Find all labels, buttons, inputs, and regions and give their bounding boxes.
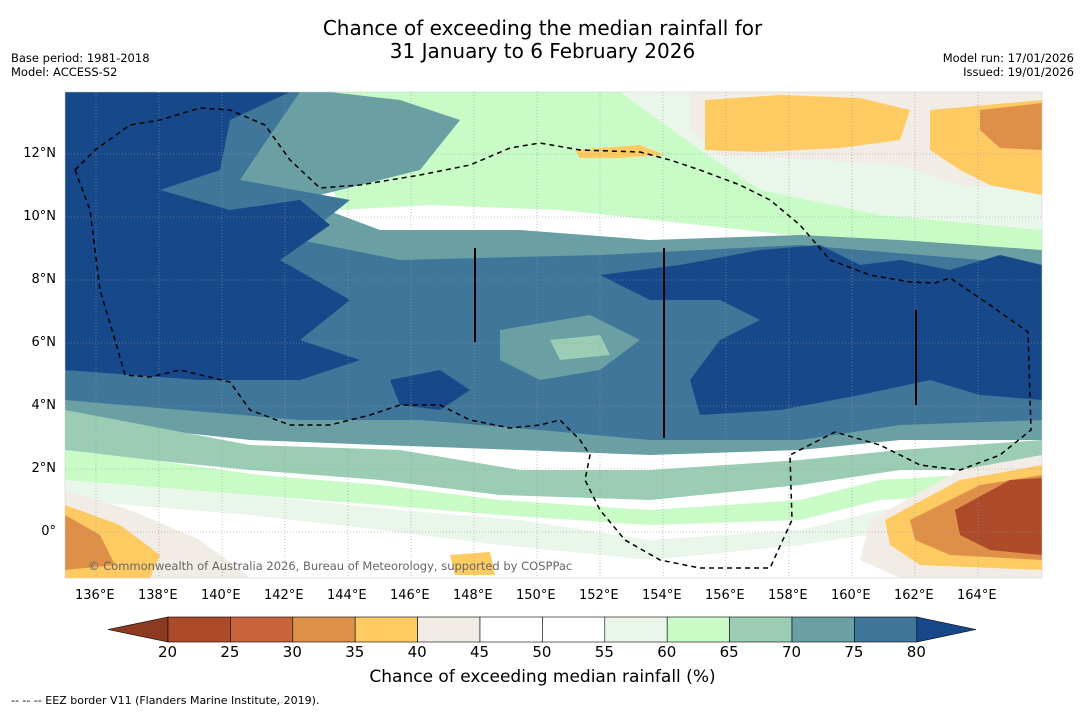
lon-tick-label: 138°E xyxy=(138,588,178,603)
colorbar-tick-label: 60 xyxy=(657,643,677,661)
colorbar-segment xyxy=(167,616,231,643)
colorbar-segment xyxy=(354,616,418,643)
lon-tick-label: 162°E xyxy=(894,588,934,603)
contour-60-north xyxy=(300,92,1042,250)
contour-25-se xyxy=(955,478,1042,555)
eez-legend: -- -- -- EEZ border V11 (Flanders Marine… xyxy=(11,694,320,707)
colorbar-tick-label: 30 xyxy=(282,643,302,661)
lat-tick-label: 2°N xyxy=(31,461,57,476)
lon-tick-label: 140°E xyxy=(201,588,241,603)
colorbar-segment xyxy=(479,616,543,643)
contour-35-s-small xyxy=(450,552,495,575)
contour-35-ne xyxy=(705,95,910,152)
lon-tick-label: 152°E xyxy=(579,588,619,603)
contour-80-center xyxy=(390,370,470,410)
colorbar-segment xyxy=(729,616,793,643)
colorbar xyxy=(107,616,977,643)
lat-tick-label: 12°N xyxy=(23,146,56,161)
colorbar-tick-label: 40 xyxy=(407,643,427,661)
contour-80-east xyxy=(600,245,1042,415)
colorbar-segment xyxy=(604,616,668,643)
colorbar-tick-label: 50 xyxy=(532,643,552,661)
colorbar-segment xyxy=(542,616,606,643)
lat-tick-label: 8°N xyxy=(31,272,57,287)
colorbar-extend-high xyxy=(916,616,977,643)
lon-tick-label: 146°E xyxy=(390,588,430,603)
lon-tick-label: 164°E xyxy=(957,588,997,603)
copyright-text: © Commonwealth of Australia 2026, Bureau… xyxy=(88,559,572,573)
colorbar-tick-label: 55 xyxy=(594,643,614,661)
colorbar-tick-label: 45 xyxy=(470,643,490,661)
model-name: Model: ACCESS-S2 xyxy=(11,65,118,79)
colorbar-tick-label: 65 xyxy=(719,643,739,661)
lat-tick-label: 4°N xyxy=(31,398,57,413)
lon-tick-label: 142°E xyxy=(264,588,304,603)
meta-left: Base period: 1981-2018 Model: ACCESS-S2 xyxy=(11,51,150,79)
colorbar-tick-label: 70 xyxy=(782,643,802,661)
lon-tick-label: 148°E xyxy=(453,588,493,603)
colorbar-title: Chance of exceeding median rainfall (%) xyxy=(369,667,716,687)
lat-tick-label: 0° xyxy=(41,524,56,539)
lon-tick-label: 158°E xyxy=(768,588,808,603)
colorbar-tick-label: 75 xyxy=(844,643,864,661)
island-lines xyxy=(474,248,917,438)
lat-tick-label: 6°N xyxy=(31,335,57,350)
contour-65-band xyxy=(65,410,1042,500)
lon-tick-label: 160°E xyxy=(831,588,871,603)
map-field xyxy=(65,92,1042,578)
contour-55-south xyxy=(65,480,1042,560)
chart-title-line1: Chance of exceeding the median rainfall … xyxy=(322,16,763,40)
contour-30-sw xyxy=(65,515,115,570)
colorbar-segment xyxy=(666,616,730,643)
contour-30-ne xyxy=(980,103,1042,150)
base-period: Base period: 1981-2018 xyxy=(11,51,150,65)
colorbar-segment xyxy=(292,616,356,643)
colorbar-tick-label: 25 xyxy=(220,643,240,661)
lat-tick-label: 10°N xyxy=(23,209,56,224)
contour-60-south xyxy=(65,450,1042,525)
colorbar-segment xyxy=(230,616,294,643)
lon-tick-label: 144°E xyxy=(327,588,367,603)
contour-80-west xyxy=(65,92,360,380)
colorbar-segment xyxy=(417,616,481,643)
colorbar-tick-label: 80 xyxy=(906,643,926,661)
lon-tick-label: 156°E xyxy=(705,588,745,603)
eez-border xyxy=(74,107,1032,569)
colorbar-segment xyxy=(791,616,855,643)
colorbar-tick-label: 20 xyxy=(158,643,178,661)
colorbar-segment xyxy=(854,616,918,643)
model-run: Model run: 17/01/2026 xyxy=(942,51,1074,65)
lon-tick-label: 154°E xyxy=(642,588,682,603)
lon-tick-label: 150°E xyxy=(516,588,556,603)
chart-title-line2: 31 January to 6 February 2026 xyxy=(389,39,696,63)
colorbar-extend-low xyxy=(107,616,169,643)
issued-date: Issued: 19/01/2026 xyxy=(963,65,1074,79)
map-frame xyxy=(64,91,1043,579)
contour-65-patch xyxy=(550,335,610,360)
lon-tick-label: 136°E xyxy=(75,588,115,603)
meta-right: Model run: 17/01/2026 Issued: 19/01/2026 xyxy=(943,51,1074,79)
contour-35-n-mid xyxy=(575,145,665,158)
colorbar-tick-label: 35 xyxy=(345,643,365,661)
